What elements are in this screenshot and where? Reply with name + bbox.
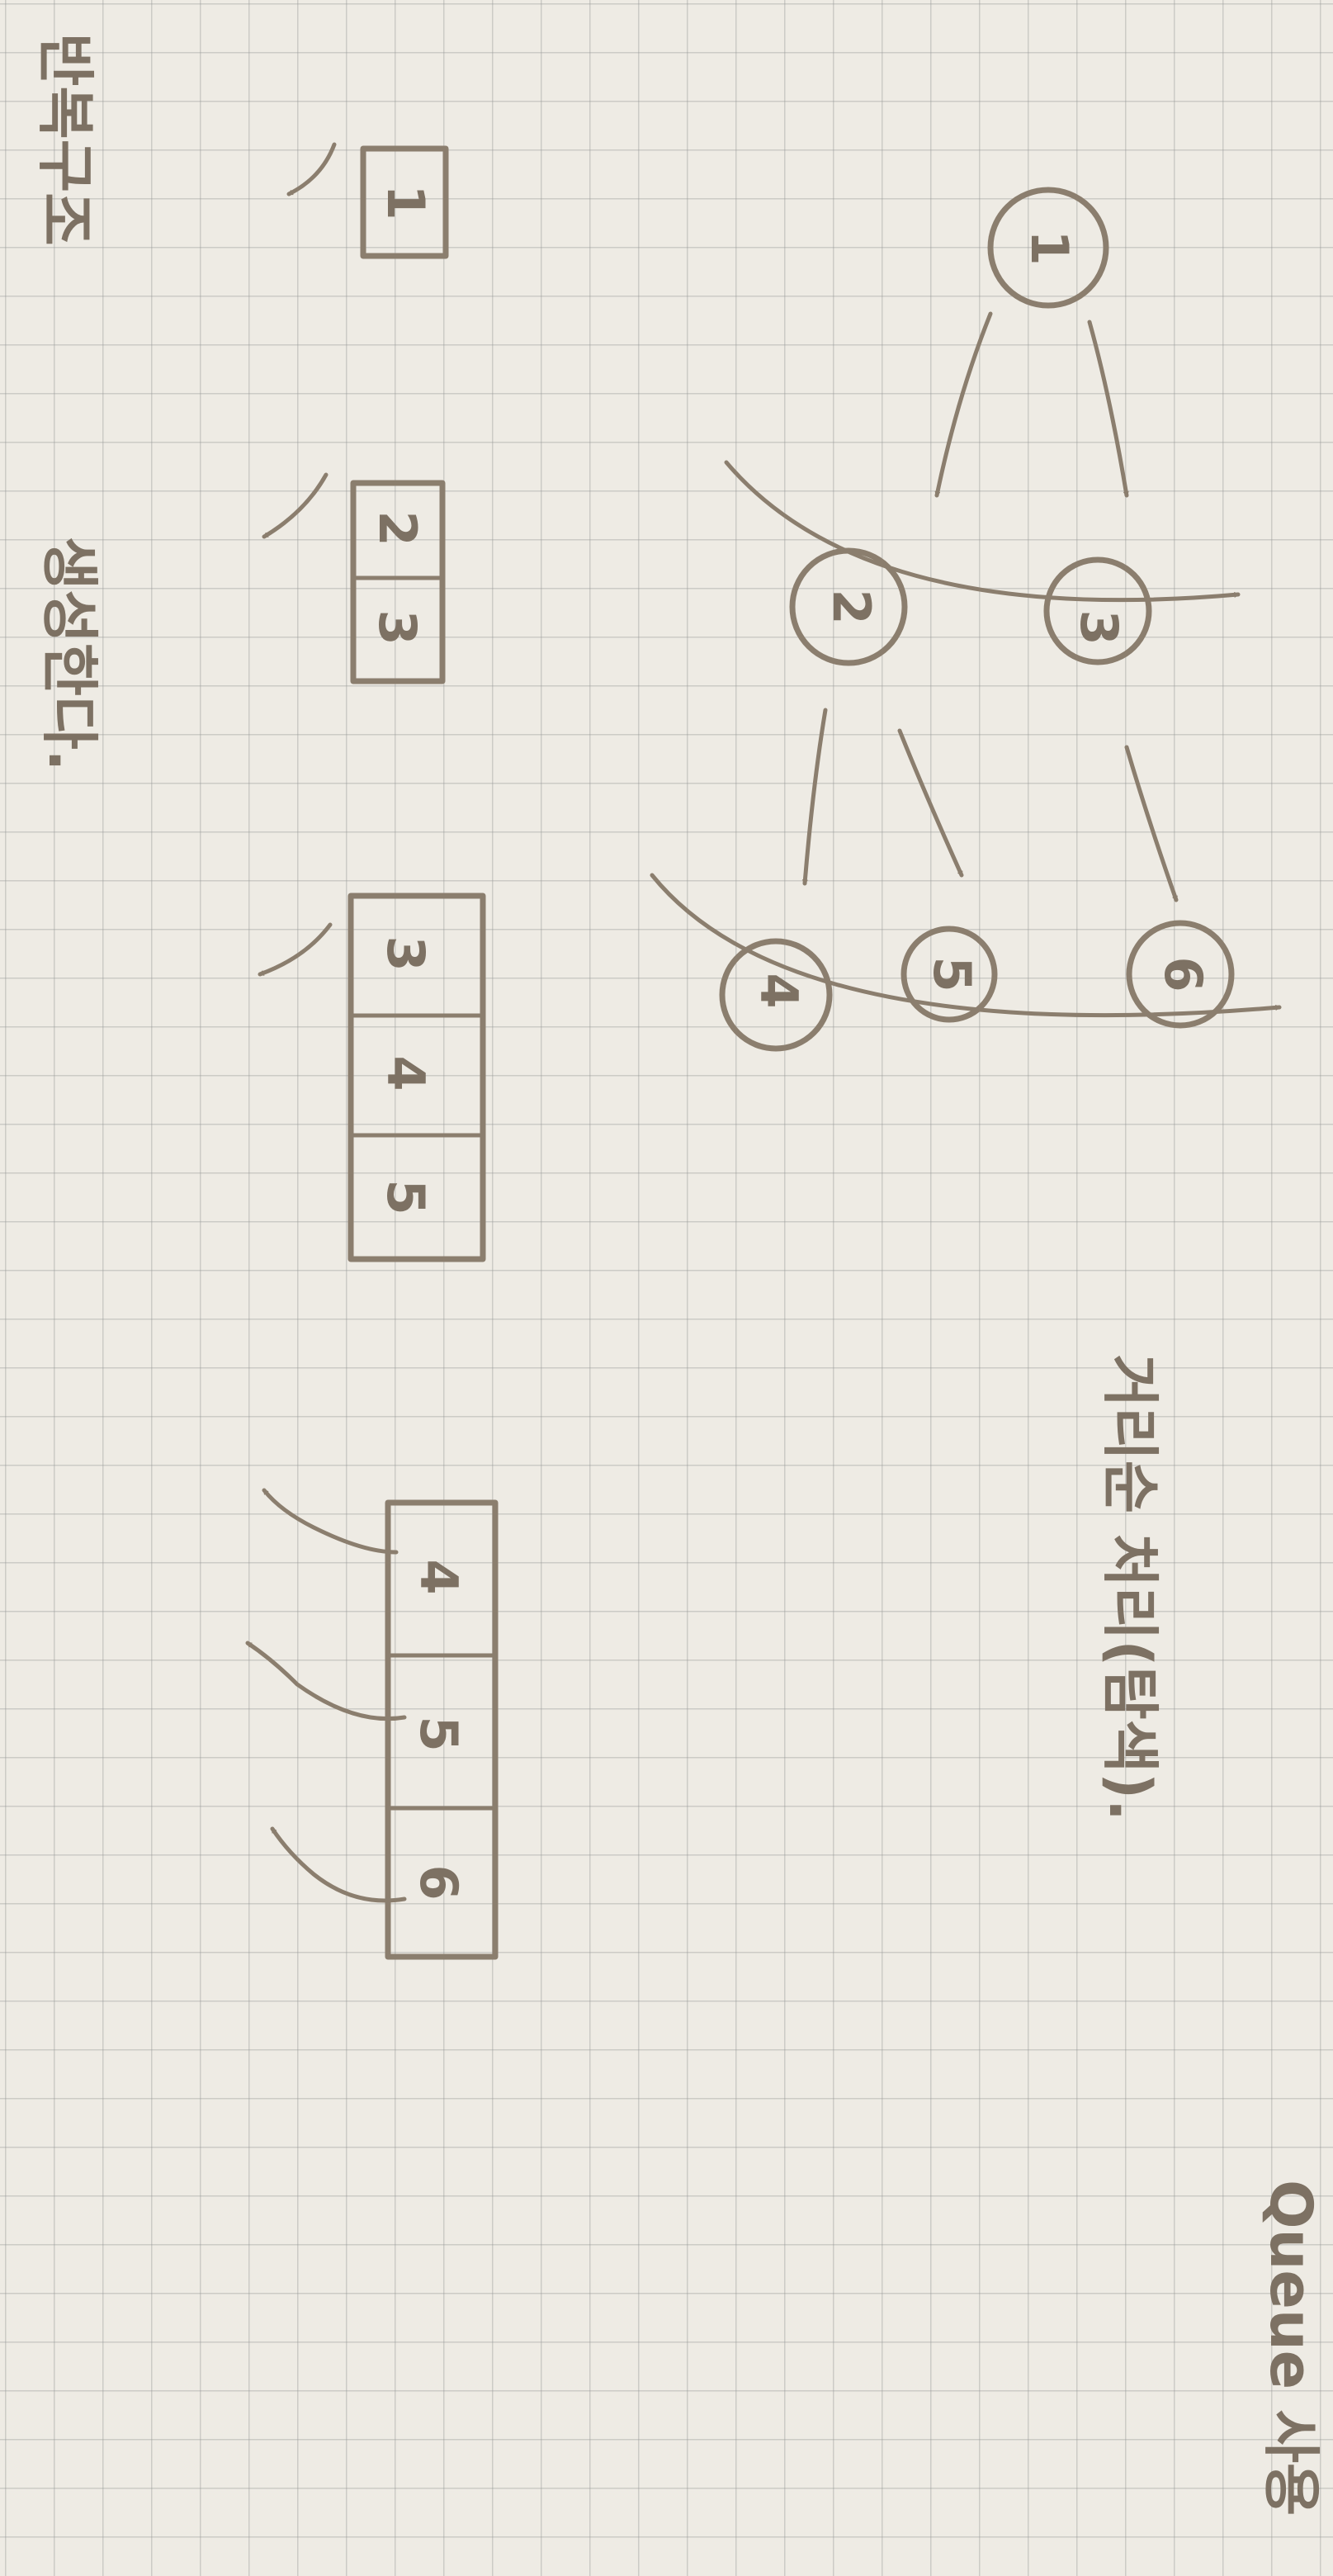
dequeue-arrow [245,1641,407,1721]
queue-step-4: 4 5 6 [245,1488,499,1960]
queue-cell: 1 [376,184,436,220]
dequeue-arrow [258,922,333,977]
queue-box [360,145,449,259]
edge-3-6 [1124,745,1179,902]
graph-node-5: 5 [900,926,998,1023]
queue-cell: 4 [409,1559,469,1594]
level-2-sweep [650,873,1282,1018]
node-label: 5 [922,956,982,992]
dequeue-arrow [286,142,337,197]
queue-cell: 3 [376,935,436,971]
node-circle [987,187,1109,309]
queue-cell: 5 [409,1716,469,1751]
queue-step-2: 2 3 [262,472,446,684]
node-label: 4 [749,973,809,1008]
note-queue-use: Queue 사용 [1257,2180,1325,2516]
node-circle [1126,920,1235,1029]
note-repeat: 반복구조 [31,33,99,246]
queue-step-3: 3 4 5 [258,893,486,1262]
node-circle [900,926,998,1023]
edge-2-4 [802,708,828,886]
queue-cell: 5 [376,1179,436,1215]
queue-box [350,480,446,684]
edge-2-5 [897,728,964,878]
note-traversal: 거리순 처리(탐색). [1096,1354,1164,1821]
edge-1-3 [1087,320,1129,498]
dequeue-arrow [270,1826,407,1903]
queue-box [385,1499,499,1960]
queue-cell: 6 [409,1864,469,1900]
node-circle [1043,556,1152,665]
queue-cell: 2 [367,510,428,546]
graph-node-6: 6 [1126,920,1235,1029]
level-1-sweep [724,460,1241,603]
node-label: 1 [1019,230,1080,265]
edge-1-2 [934,311,993,498]
queue-cell: 4 [376,1055,436,1091]
graph-node-3: 3 [1043,556,1152,665]
graph-node-4: 4 [719,938,833,1052]
dequeue-arrow [262,472,329,539]
node-label: 2 [821,589,882,624]
note-generate: 생성한다. [35,537,103,771]
queue-cell: 3 [367,609,428,645]
graph-node-2: 2 [789,547,908,666]
graph-node-1: 1 [987,187,1109,309]
node-label: 3 [1069,609,1129,645]
node-label: 6 [1153,956,1213,992]
node-circle [719,938,833,1052]
dequeue-arrow [262,1488,399,1555]
queue-step-1: 1 [286,142,449,259]
queue-box [347,893,486,1262]
